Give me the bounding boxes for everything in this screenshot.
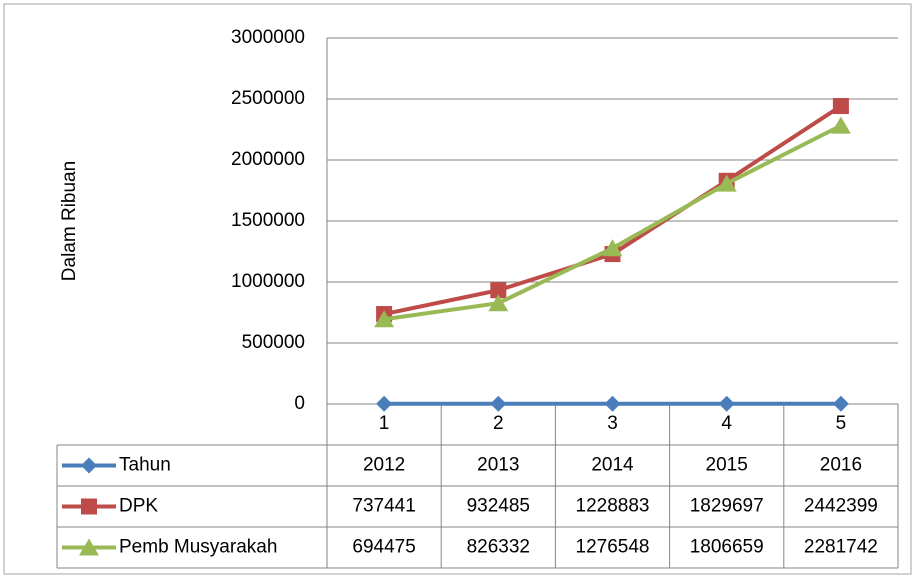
table-cell: 2013 xyxy=(477,455,519,476)
y-tick-label: 2000000 xyxy=(231,149,305,170)
y-tick-label: 1500000 xyxy=(231,210,305,231)
y-tick-label: 500000 xyxy=(242,332,305,353)
legend-label: DPK xyxy=(119,496,158,517)
table-cell: 2016 xyxy=(820,455,862,476)
table-cell: 1806659 xyxy=(690,537,764,558)
y-tick-label: 3000000 xyxy=(231,27,305,48)
table-cell: 932485 xyxy=(467,496,530,517)
y-tick-label: 0 xyxy=(294,393,305,414)
x-tick-label: 4 xyxy=(721,413,732,434)
y-axis-label: Dalam Ribuan xyxy=(59,161,80,281)
x-tick-label: 2 xyxy=(493,413,504,434)
table-cell: 1829697 xyxy=(690,496,764,517)
legend-label: Tahun xyxy=(119,455,171,476)
x-tick-label: 1 xyxy=(379,413,390,434)
marker xyxy=(833,98,849,114)
table-cell: 1228883 xyxy=(576,496,650,517)
table-cell: 694475 xyxy=(352,537,415,558)
table-cell: 737441 xyxy=(352,496,415,517)
table-cell: 2015 xyxy=(706,455,748,476)
y-tick-label: 1000000 xyxy=(231,271,305,292)
table-cell: 826332 xyxy=(467,537,530,558)
legend-label: Pemb Musyarakah xyxy=(119,537,277,558)
table-cell: 2014 xyxy=(591,455,634,476)
chart-border xyxy=(4,4,911,574)
x-tick-label: 5 xyxy=(836,413,847,434)
table-cell: 2281742 xyxy=(804,537,878,558)
legend-key-marker xyxy=(81,499,97,515)
y-tick-label: 2500000 xyxy=(231,88,305,109)
table-cell: 2012 xyxy=(363,455,405,476)
x-tick-label: 3 xyxy=(607,413,618,434)
table-cell: 2442399 xyxy=(804,496,878,517)
table-cell: 1276548 xyxy=(576,537,650,558)
